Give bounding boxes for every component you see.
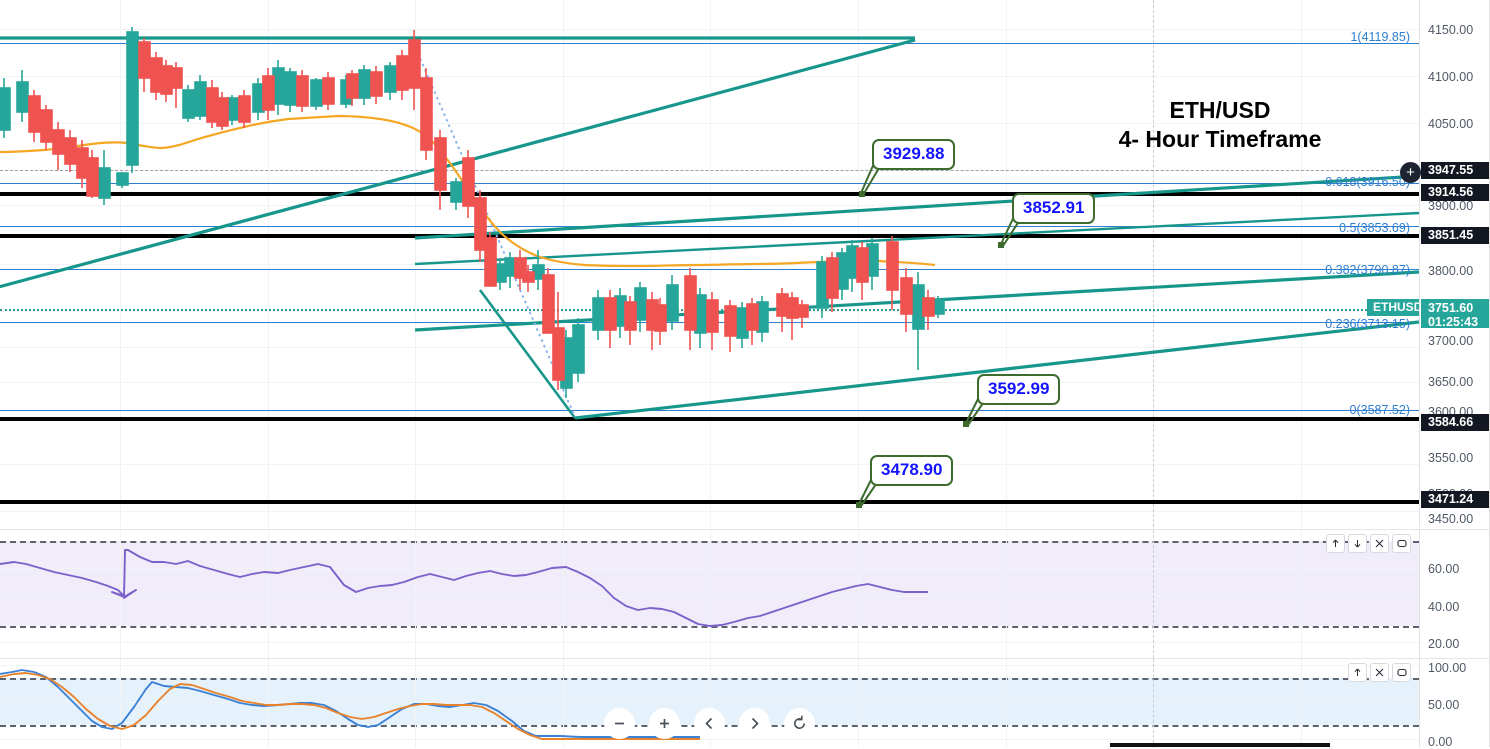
resistance-line-3851 [0,234,1419,238]
price-tag-3471: 3471.24 [1421,491,1490,508]
price-tag-3914: 3914.56 [1421,184,1490,201]
price-axis[interactable]: 4150.00 4100.00 4050.00 4000.00 3900.00 … [1419,0,1490,527]
alert-level-line [0,170,1419,171]
fib-label-0236: 0.236(3713.15) [1325,317,1410,331]
rsi-tick: 40.00 [1428,600,1460,614]
stoch-tick: 100.00 [1428,661,1467,675]
support-line-3584 [0,417,1419,421]
scroll-right-button[interactable] [739,708,770,739]
current-price-value: 3751.60 [1428,301,1474,315]
fib-line-0618 [0,183,1419,184]
price-tick: 3700.00 [1428,334,1474,348]
zoom-out-button[interactable] [604,708,635,739]
bar-countdown: 01:25:43 [1428,315,1479,329]
rsi-tick: 60.00 [1428,562,1460,576]
rsi-oversold-line [0,626,1419,628]
price-tag-3851: 3851.45 [1421,227,1490,244]
scroll-left-button[interactable] [694,708,725,739]
time-axis-marker [1110,743,1330,747]
support-line-3471 [0,500,1419,504]
current-price-tag: 3751.60 01:25:43 [1421,299,1490,329]
title-timeframe: 4- Hour Timeframe [1118,126,1322,153]
fib-line-0382 [0,269,1419,270]
fib-label-0382: 0.382(3790.87) [1325,263,1410,277]
move-up-icon[interactable] [1326,534,1345,553]
add-alert-icon[interactable]: + [1400,162,1421,183]
move-down-icon[interactable] [1348,534,1367,553]
symbol-badge-label: ETHUSD [1373,300,1419,314]
maximize-icon[interactable] [1392,534,1411,553]
close-icon[interactable] [1370,534,1389,553]
stochastic-lines [0,669,700,740]
fib-label-0618: 0.618(3916.50) [1325,175,1410,189]
price-tick: 3550.00 [1428,451,1474,465]
page-title: ETH/USD 4- Hour Timeframe [1060,96,1380,155]
price-tag-3584: 3584.66 [1421,414,1490,431]
zoom-in-button[interactable] [649,708,680,739]
plus-glyph: + [1406,164,1415,181]
callout-label: 3592.99 [977,374,1061,405]
fib-label-05: 0.5(3853.69) [1339,221,1410,235]
close-icon[interactable] [1370,663,1389,682]
fib-label-0: 0(3587.52) [1349,403,1410,417]
price-tag-3947: 3947.55 [1421,162,1490,179]
move-up-icon[interactable] [1348,663,1367,682]
callout-label: 3852.91 [1012,193,1096,224]
price-tick: 3900.00 [1428,199,1474,213]
rsi-pane-controls[interactable] [1326,534,1411,553]
fib-line-1 [0,43,1419,44]
price-tick: 3450.00 [1428,512,1474,526]
price-tick: 4100.00 [1428,70,1474,84]
stoch-tick: 50.00 [1428,698,1460,712]
title-symbol: ETH/USD [1169,97,1271,123]
price-tick: 4150.00 [1428,23,1474,37]
rsi-tick: 20.00 [1428,637,1460,651]
price-tick: 3650.00 [1428,375,1474,389]
stoch-overbought-line [0,678,1419,680]
rsi-pane[interactable] [0,529,1419,658]
price-tick: 3800.00 [1428,264,1474,278]
candlestick-series [0,27,945,398]
callout-label: 3478.90 [870,455,954,486]
stoch-pane-controls[interactable] [1348,663,1411,682]
price-tick: 4050.00 [1428,117,1474,131]
fib-line-05 [0,226,1419,227]
symbol-badge: ETHUSD [1367,299,1419,316]
stoch-tick: 0.00 [1428,735,1453,749]
fib-label-1: 1(4119.85) [1350,30,1410,44]
stochastic-axis[interactable]: 100.00 50.00 0.00 [1419,658,1490,748]
price-chart-pane[interactable]: 1(4119.85) 0.618(3916.50) 0.5(3853.69) 0… [0,0,1419,527]
rsi-line [0,549,928,627]
maximize-icon[interactable] [1392,663,1411,682]
reset-chart-button[interactable] [784,708,815,739]
fib-line-0 [0,410,1419,411]
resistance-line-3914 [0,192,1419,196]
callout-label: 3929.88 [872,139,956,170]
rsi-band [0,541,1419,626]
trendlines-overlay [0,36,1419,420]
chart-navigation-toolbar[interactable] [0,700,1419,747]
rsi-overbought-line [0,541,1419,543]
rsi-axis[interactable]: 60.00 40.00 20.00 [1419,529,1490,658]
